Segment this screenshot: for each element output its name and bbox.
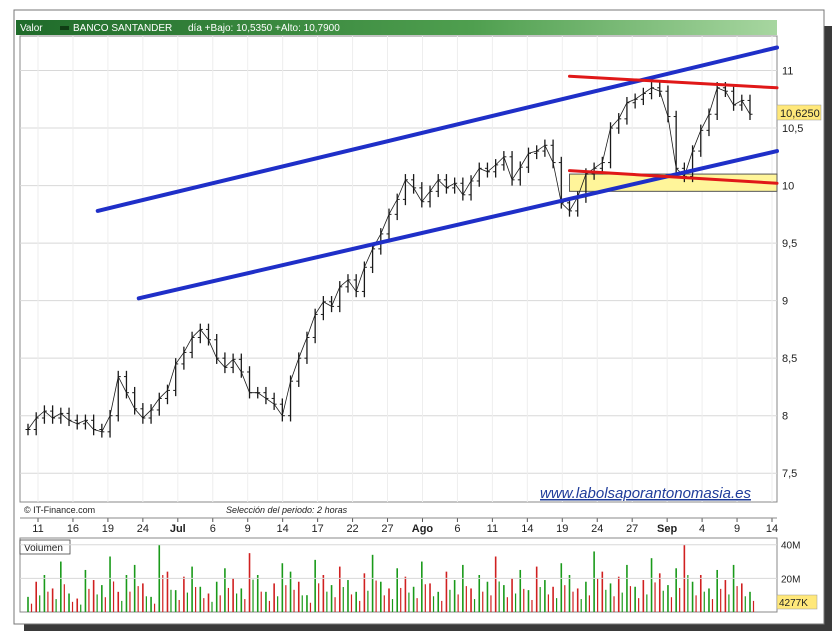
last-price-box	[776, 104, 822, 121]
y-tick-label: 9	[782, 296, 788, 308]
upper-channel-line	[95, 45, 779, 213]
x-tick-label: 22	[346, 523, 358, 535]
x-tick-label: Jul	[170, 523, 186, 535]
x-tick-label: 6	[210, 523, 216, 535]
x-tick-label: 6	[454, 523, 460, 535]
x-tick-label: 24	[591, 523, 603, 535]
x-tick-label: 11	[32, 523, 43, 535]
y-tick-label: 10	[782, 181, 794, 193]
header-summary: día +Bajo: 10,5350 +Alto: 10,7900	[188, 23, 340, 34]
last-price-label: 10,6250	[780, 108, 820, 120]
volume-y-axis: 40M 20M	[20, 541, 800, 585]
support-line	[568, 169, 779, 185]
header-instrument: BANCO SANTANDER	[73, 23, 172, 34]
x-tick-label: 27	[381, 523, 393, 535]
period-selection[interactable]: Selección del periodo: 2 horas	[226, 505, 348, 515]
y-tick-label: 7,5	[782, 468, 797, 480]
x-tick-label: 17	[311, 523, 323, 535]
x-tick-label: Ago	[412, 523, 434, 535]
x-tick-label: Sep	[657, 523, 677, 535]
series-swatch-icon	[60, 26, 69, 30]
price-line	[27, 87, 751, 433]
x-tick-label: 11	[487, 523, 498, 535]
volume-tick-label: 20M	[781, 574, 800, 585]
x-tick-label: 16	[67, 523, 79, 535]
price-plot-area[interactable]	[19, 35, 778, 503]
watermark-link[interactable]: www.labolsaporantonomasia.es	[540, 485, 751, 502]
x-tick-label: 4	[699, 523, 705, 535]
x-tick-label: 14	[521, 523, 533, 535]
x-tick-label: 14	[766, 523, 778, 535]
resistance-line	[568, 74, 779, 90]
date-x-axis: 11 16 19 24 Jul 6 9 14 17 22 27 Ago 6 11 14 19 24 27 Sep 4 9…	[20, 517, 778, 535]
x-tick-label: 27	[626, 523, 638, 535]
volume-last-value: 4277K	[779, 598, 808, 609]
x-tick-label: 9	[734, 523, 740, 535]
trend-lines	[95, 45, 779, 301]
y-tick-label: 8	[782, 411, 788, 423]
price-series	[25, 82, 753, 438]
volume-title-box	[19, 539, 71, 555]
y-tick-label: 11	[782, 66, 793, 78]
y-tick-label: 9,5	[782, 238, 797, 250]
y-tick-label: 8,5	[782, 353, 797, 365]
x-tick-label: 14	[277, 523, 289, 535]
header-bar	[16, 20, 777, 35]
y-tick-label: 10,5	[782, 123, 803, 135]
x-tick-label: 19	[556, 523, 568, 535]
header-field-label: Valor	[20, 23, 43, 34]
volume-tick-label: 40M	[781, 541, 800, 552]
x-tick-label: 24	[137, 523, 149, 535]
volume-title: Volumen	[24, 543, 63, 554]
volume-last-box	[776, 594, 818, 610]
price-y-axis: 7,5 8 8,5 9 9,5 10 10,5 11	[782, 66, 803, 481]
source-credit: © IT-Finance.com	[24, 505, 95, 515]
x-tick-label: 9	[245, 523, 251, 535]
price-grid	[20, 36, 777, 502]
x-tick-label: 19	[102, 523, 114, 535]
